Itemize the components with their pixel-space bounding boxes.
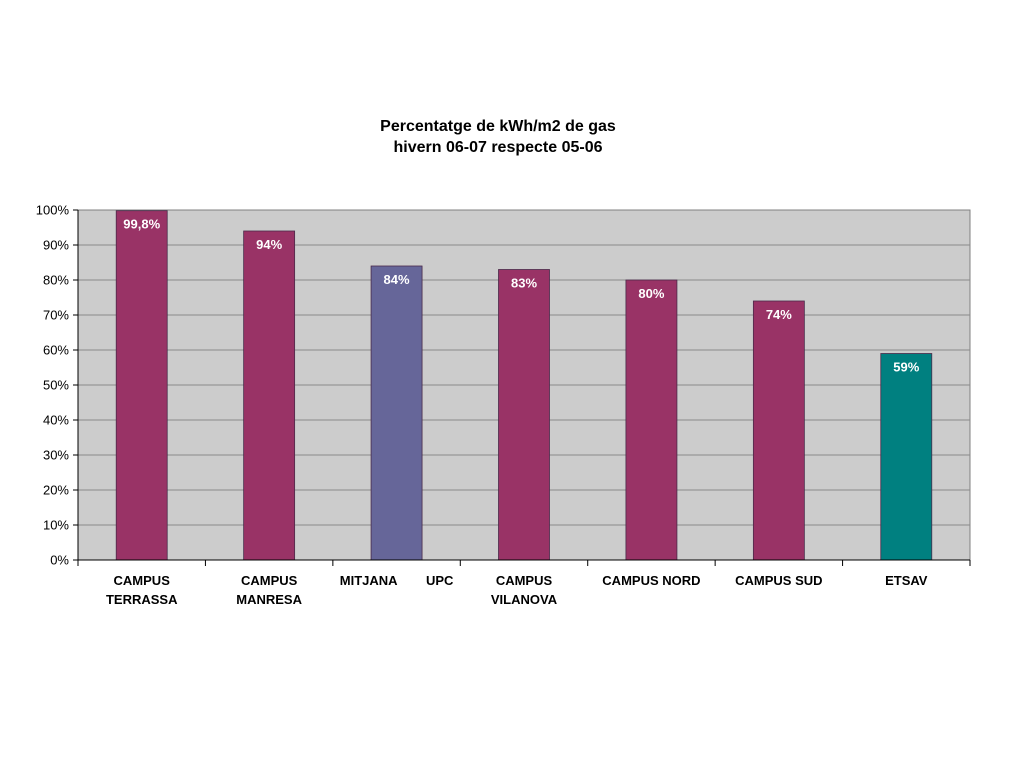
data-label: 74% — [766, 307, 792, 322]
y-tick-label: 0% — [50, 553, 69, 568]
x-category-label: CAMPUS — [114, 573, 171, 588]
y-tick-label: 90% — [43, 238, 69, 253]
x-category-label: CAMPUS NORD — [602, 573, 700, 588]
y-tick-label: 50% — [43, 378, 69, 393]
bar — [498, 269, 550, 561]
bar — [370, 265, 423, 561]
bar — [625, 279, 678, 561]
y-tick-label: 100% — [36, 203, 70, 218]
y-tick-label: 40% — [43, 413, 69, 428]
bars — [115, 210, 933, 561]
data-label: 84% — [384, 272, 410, 287]
data-label: 59% — [893, 360, 919, 375]
x-category-label: ETSAV — [885, 573, 928, 588]
chart-title-line-1: Percentatge de kWh/m2 de gas — [380, 118, 616, 135]
y-axis-ticks: 0% 10% 20% 30% 40% 50% 60% 70% 80% 90% 100% — [36, 203, 78, 568]
x-category-label: MITJANA UPC — [340, 573, 454, 588]
data-label: 94% — [256, 237, 282, 252]
x-category-label: CAMPUS — [241, 573, 298, 588]
chart-title-line-2: hivern 06-07 respecte 05-06 — [393, 139, 602, 156]
x-category-label: MANRESA — [236, 592, 302, 607]
data-labels: 99,8% 94% 84% 83% 80% 74% 59% — [123, 217, 919, 375]
y-tick-label: 30% — [43, 448, 69, 463]
x-category-label: VILANOVA — [491, 592, 558, 607]
x-category-label: CAMPUS SUD — [735, 573, 822, 588]
data-label: 80% — [638, 286, 664, 301]
bar — [243, 230, 296, 561]
y-tick-label: 80% — [43, 273, 69, 288]
x-category-label: TERRASSA — [106, 592, 178, 607]
y-tick-label: 20% — [43, 483, 69, 498]
y-tick-label: 10% — [43, 518, 69, 533]
bar — [115, 210, 168, 561]
bar — [880, 353, 933, 561]
data-label: 99,8% — [123, 217, 160, 232]
bar — [752, 300, 805, 561]
x-axis-categories: CAMPUS TERRASSA CAMPUS MANRESA MITJANA UPC CA… — [106, 573, 928, 607]
chart-title: Percentatge de kWh/m2 de gas hivern 06-0… — [380, 118, 616, 156]
y-tick-label: 60% — [43, 343, 69, 358]
data-label: 83% — [511, 276, 537, 291]
x-category-label: CAMPUS — [496, 573, 553, 588]
y-tick-label: 70% — [43, 308, 69, 323]
